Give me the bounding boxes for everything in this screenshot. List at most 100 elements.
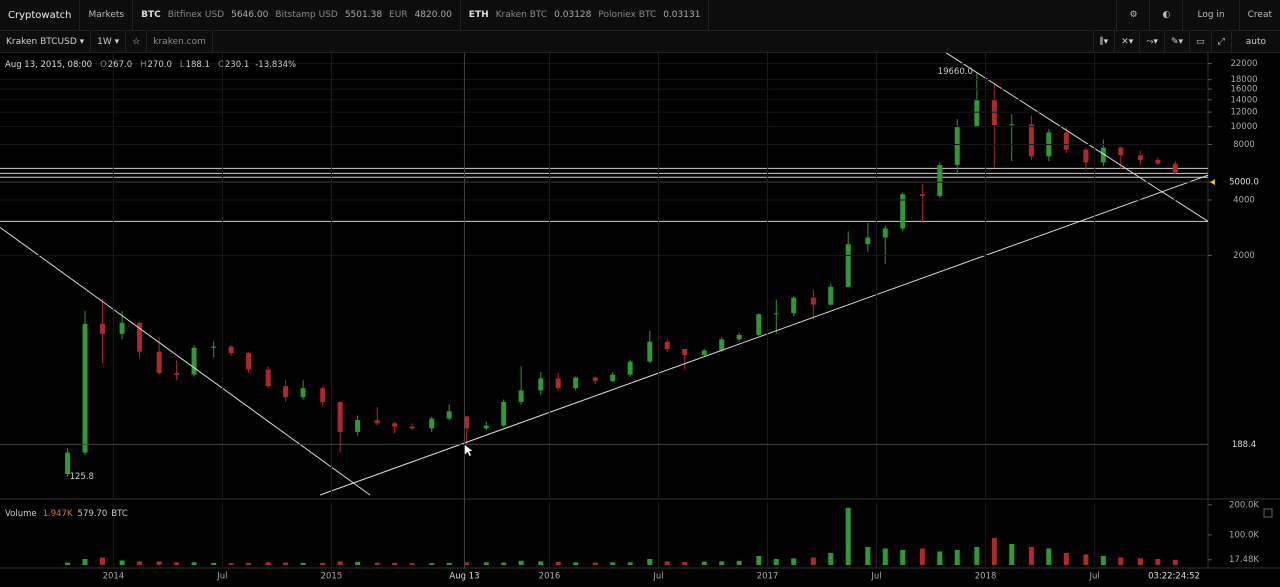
volume-bar [919, 548, 925, 565]
volume-value: 579.70 [78, 509, 108, 519]
tool-button[interactable]: ✕▾ [1115, 31, 1141, 52]
candle-body [65, 452, 71, 475]
y-tick-label: 100.0K [1229, 530, 1259, 540]
symbol[interactable]: ETH [468, 10, 489, 20]
candle-body [1100, 147, 1106, 163]
quote-price: 5501.38 [344, 10, 383, 20]
candle-body [791, 297, 797, 314]
volume-bar [791, 558, 797, 565]
candle-body [1083, 149, 1089, 163]
quote-price: 0.03128 [554, 10, 592, 20]
y-tick-label: 12000 [1230, 108, 1257, 118]
volume-bar [1083, 554, 1089, 565]
settings-icon[interactable]: ⚙ [1116, 0, 1151, 30]
volume-bar [810, 557, 816, 565]
ohlc-value: 270.0 [148, 60, 172, 70]
markets-link[interactable]: Markets [80, 0, 134, 30]
volume-bar [392, 562, 398, 565]
tool-button[interactable]: ⤢ [1212, 31, 1232, 52]
volume-bar [1046, 548, 1052, 565]
candle-body [283, 386, 289, 398]
volume-bar [464, 562, 470, 565]
quote-price: 5646.00 [231, 10, 269, 20]
candle-body [501, 401, 507, 426]
volume-bar [518, 560, 524, 565]
candle-body [555, 378, 561, 389]
candle-body [919, 194, 925, 197]
candle-body [538, 378, 544, 391]
symbol[interactable]: BTC [141, 10, 161, 20]
btc-quotes: BTC Bitfinex USD 5646.00 Bitstamp USD 5501.3… [133, 0, 461, 30]
candle-body [137, 322, 143, 352]
y-tick-label: 8000 [1233, 140, 1255, 150]
eth-quotes: ETH Kraken BTC 0.03128 Poloniex BTC 0.03131 [461, 0, 710, 30]
candle-body [211, 346, 217, 348]
tool-button[interactable]: ✎▾ [1165, 31, 1191, 52]
x-tick-label: 2018 [975, 572, 997, 582]
volume-bar [682, 561, 688, 565]
interval-select[interactable]: 1W ▾ [91, 31, 127, 52]
ohlc-value: 230.1 [225, 60, 249, 70]
volume-bar [701, 561, 707, 565]
candle-body [1063, 132, 1069, 150]
candle-body [736, 334, 742, 340]
volume-bar [773, 558, 779, 565]
volume-bar [627, 562, 633, 565]
volume-bar [483, 562, 489, 565]
candle-body [719, 339, 725, 351]
candle-body [409, 426, 415, 429]
candle-body [1172, 163, 1178, 173]
price-marker [1210, 179, 1215, 186]
candle-body [483, 425, 489, 429]
volume-bar [337, 561, 343, 565]
candle-body [464, 416, 470, 429]
favorite[interactable]: ☆ [126, 31, 148, 52]
volume-bar [65, 562, 71, 565]
tool-button[interactable]: ▭ [1190, 31, 1212, 52]
market-select[interactable]: Kraken BTCUSD ▾ [0, 31, 92, 52]
volume-bar [429, 563, 435, 565]
scale: auto [1245, 36, 1266, 47]
volume-bar [1009, 543, 1015, 565]
volume-bar [374, 562, 380, 565]
login-link[interactable]: Log in [1183, 0, 1240, 30]
ohlc-key: H [140, 60, 146, 70]
candle-body [627, 361, 633, 375]
candle-body [1155, 159, 1161, 164]
quote-price: 0.03131 [663, 10, 701, 20]
quote-price: 4820.00 [414, 10, 452, 20]
volume-bar [828, 552, 834, 565]
candle-body [1009, 124, 1015, 126]
volume-bar [736, 560, 742, 565]
brand[interactable]: Cryptowatch [0, 0, 81, 30]
candle-body [1028, 124, 1034, 157]
volume-bar [446, 562, 452, 565]
y-tick-label: 2000 [1233, 251, 1255, 261]
volume-unit: BTC [111, 509, 128, 519]
candle-body [610, 374, 616, 382]
candle-body [119, 322, 125, 334]
volume-bar [211, 562, 217, 565]
x-tick-label: 2017 [757, 572, 779, 582]
volume-bar [156, 561, 162, 565]
quote-market: Poloniex BTC [598, 10, 657, 20]
candle-body [1137, 155, 1143, 160]
candle-body [337, 401, 343, 432]
y-tick-label: 16000 [1230, 85, 1257, 95]
candle-body [228, 346, 234, 354]
tool-button[interactable]: ⫼▾ [1092, 31, 1116, 52]
volume-bar [937, 551, 943, 565]
chart-bg [0, 53, 1280, 587]
volume-bar [355, 561, 361, 565]
exchange-link[interactable]: kraken.com [147, 31, 213, 52]
candle-body [974, 99, 980, 127]
header-date: Aug 13, 2015, 08:00 [5, 60, 92, 70]
theme-icon[interactable]: ◐ [1150, 0, 1184, 30]
create-link[interactable]: Creat [1247, 10, 1272, 20]
tool-button[interactable]: ⤳▾ [1140, 31, 1165, 52]
scale-toggle[interactable]: auto [1232, 31, 1280, 52]
y-tick-label: 4000 [1233, 195, 1255, 205]
interval: 1W [97, 36, 112, 47]
close-panel[interactable] [1263, 508, 1273, 518]
